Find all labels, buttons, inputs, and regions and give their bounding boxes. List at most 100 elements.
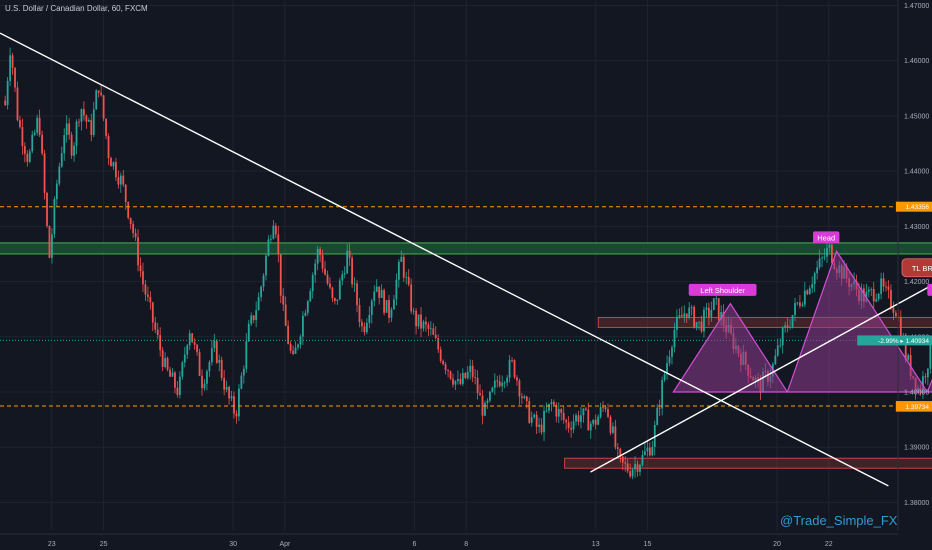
candle-body bbox=[277, 234, 280, 255]
candle-body bbox=[242, 368, 245, 376]
candle-body bbox=[122, 175, 125, 185]
candle-body bbox=[336, 299, 339, 301]
candle-body bbox=[186, 345, 189, 355]
candle-body bbox=[85, 115, 88, 122]
candle-body bbox=[831, 244, 833, 264]
chart-grid bbox=[0, 0, 898, 530]
candle-body bbox=[634, 464, 636, 470]
labels-layer: Left ShoulderHeadRight ShoulderTL BREAKR… bbox=[688, 231, 932, 296]
candle-body bbox=[808, 288, 811, 295]
candle-body bbox=[272, 225, 275, 239]
x-tick-label: 13 bbox=[592, 541, 600, 548]
candle-body bbox=[255, 310, 258, 321]
candle-body bbox=[612, 426, 614, 433]
candle-body bbox=[528, 401, 531, 423]
candle-body bbox=[552, 402, 555, 405]
candle-body bbox=[390, 309, 393, 318]
candle-body bbox=[292, 350, 294, 354]
x-tick-label: 20 bbox=[773, 541, 781, 548]
candle-body bbox=[95, 90, 98, 110]
candle-body bbox=[208, 362, 211, 372]
candle-body bbox=[454, 380, 457, 385]
candle-body bbox=[516, 377, 518, 381]
price-badge-bg bbox=[857, 335, 932, 346]
candle-body bbox=[23, 146, 26, 154]
candle-body bbox=[493, 380, 496, 388]
candle-body bbox=[154, 322, 157, 330]
candle-body bbox=[680, 315, 683, 317]
candle-body bbox=[70, 134, 73, 156]
candle-body bbox=[575, 415, 577, 422]
y-axis[interactable]: 1.47000 1.46000 1.45000 1.44000 1.43000 1.420… bbox=[857, 0, 932, 530]
candle-body bbox=[656, 407, 659, 425]
candle-body bbox=[683, 313, 686, 317]
candle-body bbox=[584, 408, 587, 410]
y-tick-label: 1.39000 bbox=[904, 445, 929, 452]
candle-body bbox=[33, 132, 36, 135]
candle-body bbox=[616, 447, 619, 449]
candle-body bbox=[252, 315, 255, 321]
x-axis[interactable]: 232530Apr68131520222729May5 bbox=[0, 533, 932, 548]
candle-body bbox=[358, 305, 361, 323]
candle-body bbox=[580, 415, 582, 422]
candle-body bbox=[402, 256, 405, 278]
candle-body bbox=[169, 369, 171, 377]
candle-body bbox=[811, 283, 814, 289]
candle-body bbox=[641, 455, 644, 466]
candle-body bbox=[572, 421, 575, 430]
candle-body bbox=[639, 465, 641, 472]
candle-body bbox=[449, 371, 452, 379]
candle-body bbox=[789, 327, 791, 328]
candle-body bbox=[78, 121, 80, 123]
price-badge: -2.99% ▸ 1.40934 bbox=[878, 338, 929, 345]
candle-body bbox=[119, 175, 122, 185]
candle-body bbox=[503, 382, 506, 384]
candle-body bbox=[311, 274, 314, 292]
candle-body bbox=[587, 409, 590, 431]
demand-zone bbox=[564, 457, 932, 469]
candle-body bbox=[717, 298, 720, 320]
candle-body bbox=[176, 387, 179, 395]
candle-body bbox=[198, 352, 201, 376]
candle-body bbox=[55, 183, 58, 200]
candle-body bbox=[882, 278, 885, 287]
candle-body bbox=[518, 380, 521, 397]
candle-body bbox=[496, 380, 499, 382]
candle-body bbox=[710, 310, 713, 317]
y-tick-label: 1.44000 bbox=[904, 169, 929, 176]
candle-body bbox=[415, 310, 417, 327]
x-tick-label: 25 bbox=[100, 541, 108, 548]
candle-body bbox=[174, 372, 176, 388]
candle-body bbox=[562, 412, 565, 421]
candle-body bbox=[324, 268, 326, 275]
candle-body bbox=[678, 315, 681, 317]
candle-body bbox=[348, 250, 351, 258]
candle-body bbox=[548, 403, 550, 411]
candle-body bbox=[614, 426, 617, 448]
candle-body bbox=[134, 233, 137, 238]
candle-body bbox=[400, 256, 403, 262]
candle-body bbox=[319, 248, 322, 256]
candle-body bbox=[4, 100, 7, 106]
candle-body bbox=[36, 117, 39, 133]
candle-body bbox=[191, 333, 194, 343]
candle-body bbox=[274, 225, 277, 235]
candle-body bbox=[220, 359, 223, 378]
candle-body bbox=[407, 276, 410, 285]
candle-body bbox=[707, 307, 710, 317]
callout-box bbox=[901, 258, 932, 278]
candle-body bbox=[457, 378, 459, 381]
candle-body bbox=[484, 403, 486, 416]
x-tick-label: 30 bbox=[229, 541, 237, 548]
candle-body bbox=[444, 364, 447, 371]
candle-body bbox=[282, 295, 285, 305]
candle-body bbox=[885, 286, 887, 288]
candle-body bbox=[892, 307, 895, 313]
candle-body bbox=[695, 322, 698, 328]
candle-body bbox=[422, 321, 425, 329]
candle-body bbox=[698, 321, 700, 323]
trendline bbox=[590, 284, 932, 473]
candle-body bbox=[452, 378, 454, 385]
candle-body bbox=[210, 348, 213, 363]
